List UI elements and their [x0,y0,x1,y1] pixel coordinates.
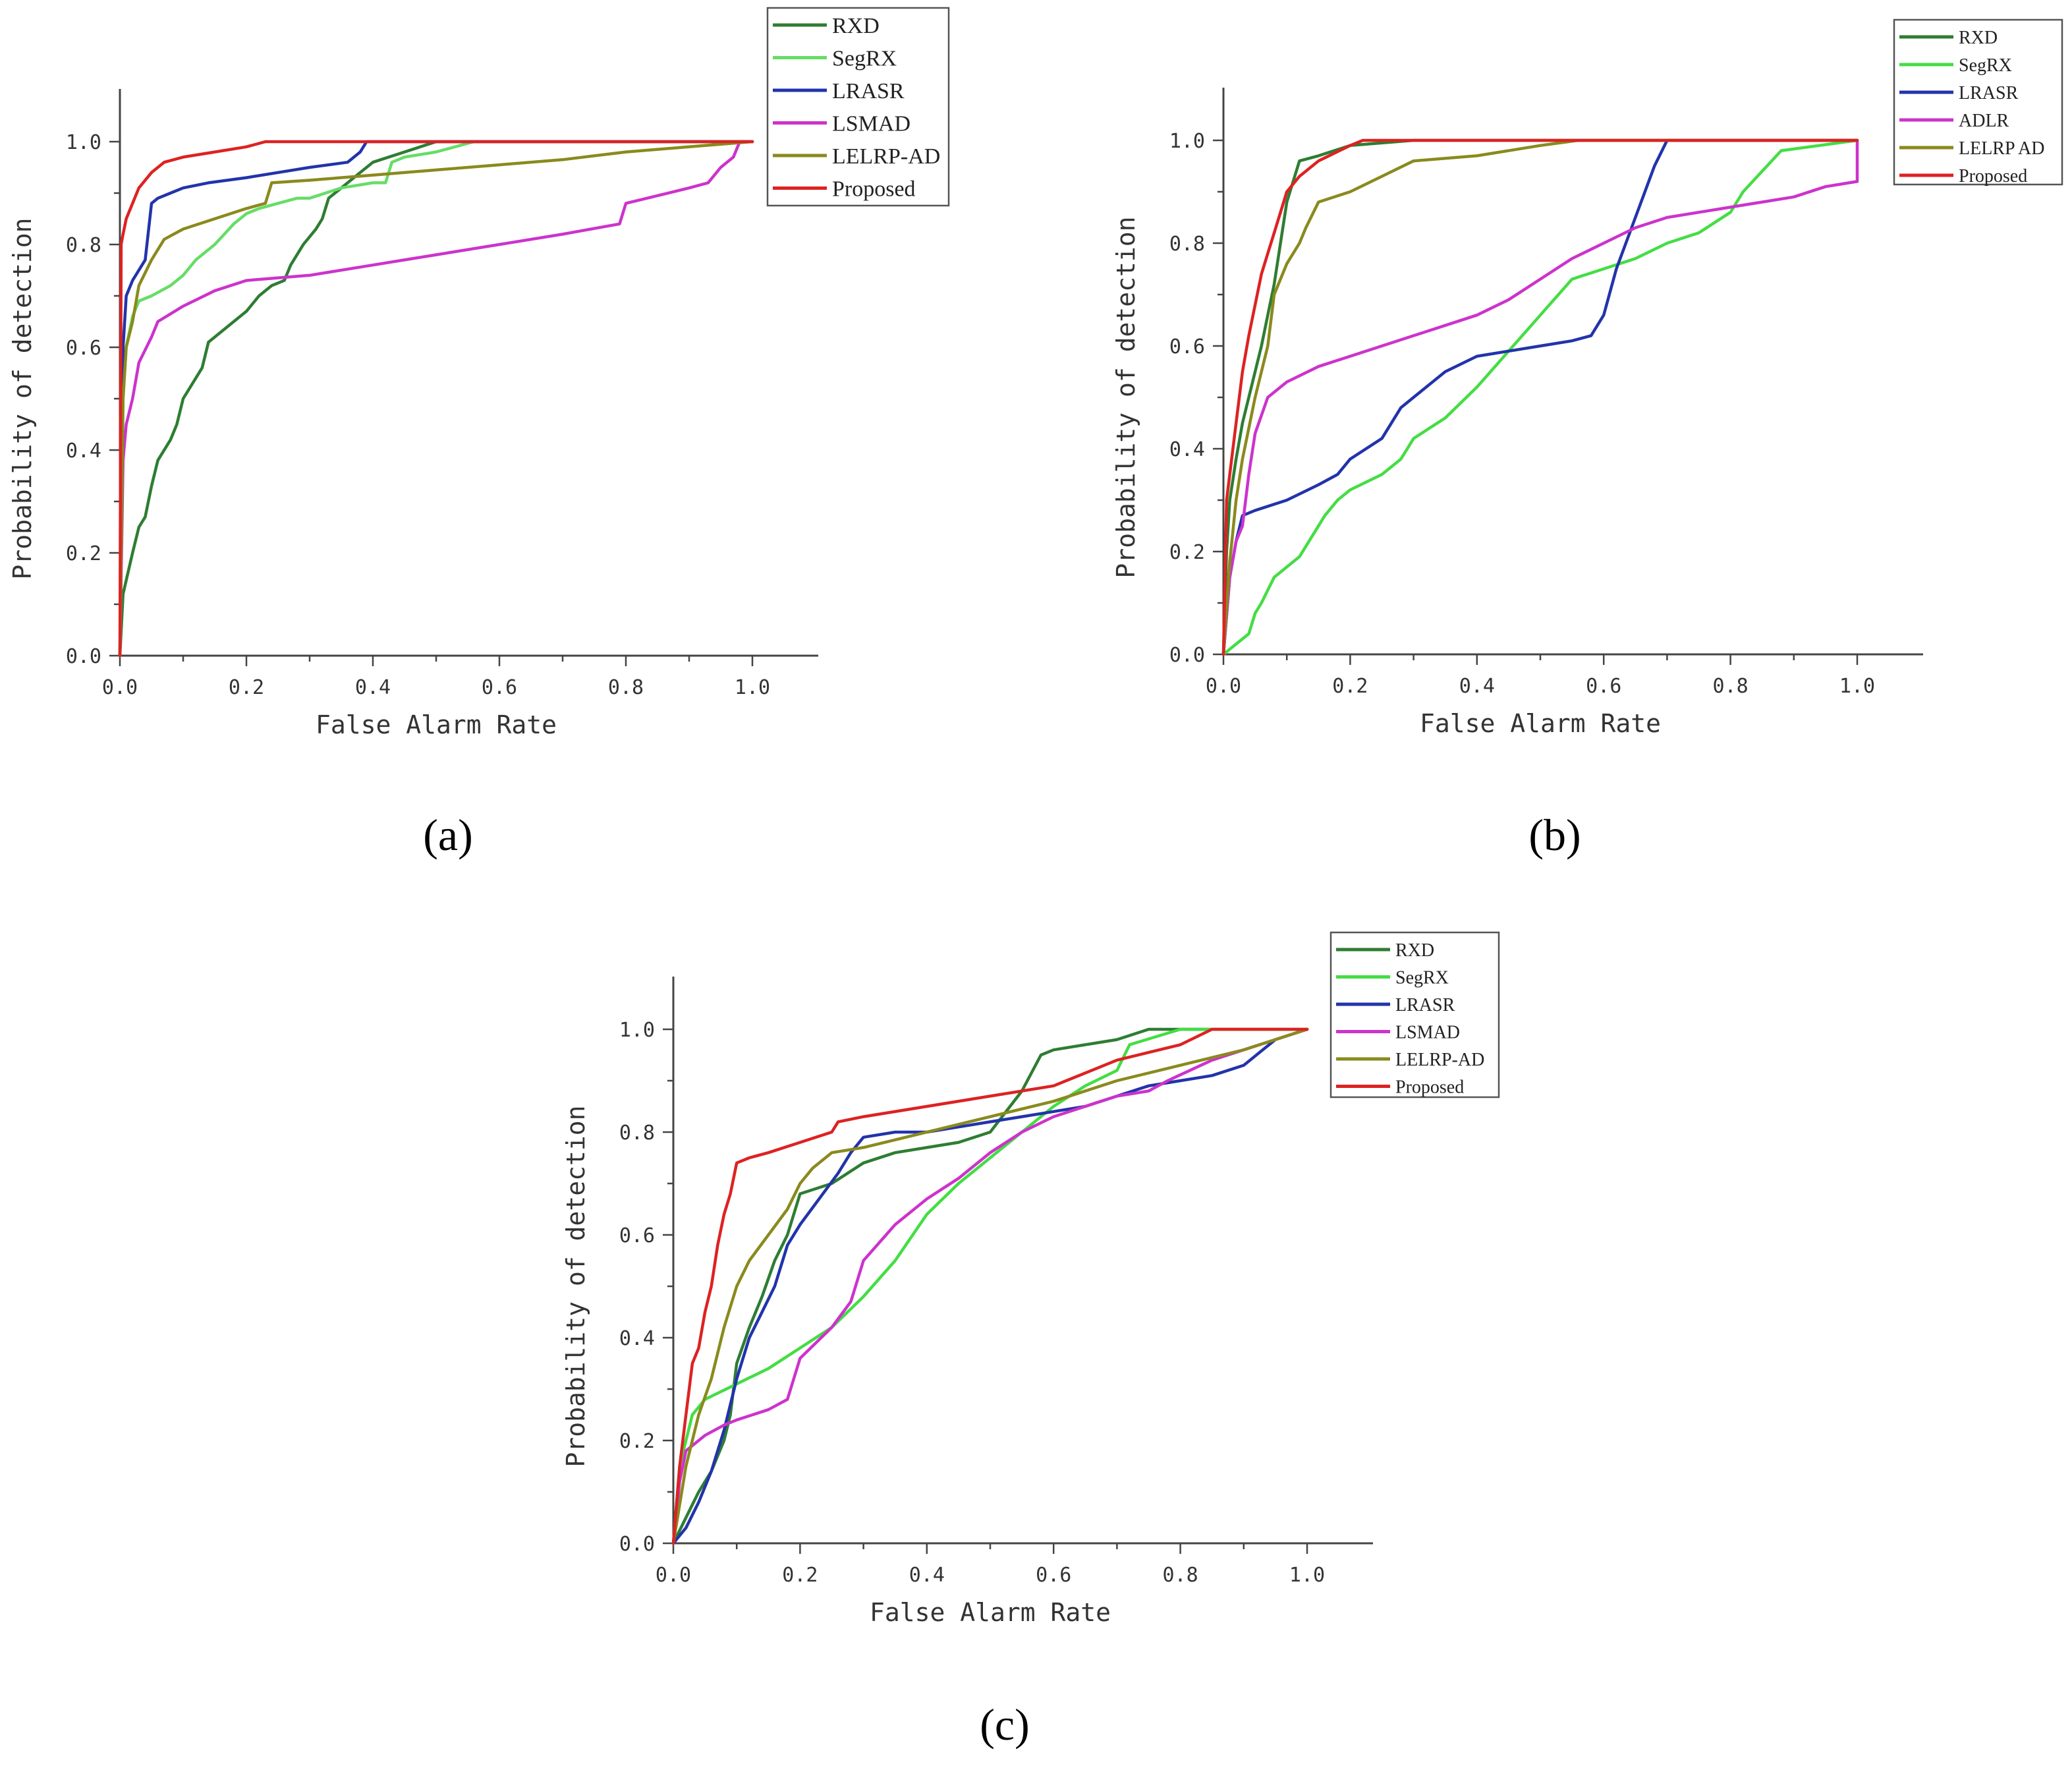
caption-a: (a) [423,810,472,860]
y-tick-label: 0.2 [66,542,101,565]
series-line-lrasr [118,140,754,658]
legend-box [1893,18,2063,186]
x-tick-label: 1.0 [1289,1564,1325,1587]
legend-label: LRASR [1395,995,1455,1015]
series-line-lelrp-ad [1221,138,1859,656]
legend: RXD SegRX LRASR ADLR LELRP AD Proposed [1893,18,2063,186]
y-axis-title: Probability of detection [561,1105,590,1467]
caption-c: (c) [980,1699,1029,1750]
legend: RXD SegRX LRASR LSMAD LELRP-AD Proposed [1330,931,1500,1098]
x-tick-label: 0.2 [782,1564,818,1587]
y-tick-label: 0.6 [1169,335,1205,358]
x-axis-title: False Alarm Rate [870,1598,1111,1627]
y-tick-label: 0.8 [619,1122,655,1145]
chart-panel-b: 0.0 0.2 0.4 0.6 0.8 1.0 0.0 0.2 0.4 0.6 0.8 1.0 Fals… [1111,18,2063,738]
x-tick-label: 0.8 [1163,1564,1198,1587]
legend-label: Proposed [1959,166,2027,186]
legend-label: LELRP-AD [832,144,940,169]
legend-label: Proposed [1395,1077,1464,1097]
y-axis-title: Probability of detection [8,217,37,579]
series-line-adlr [1221,138,1859,656]
chart-panel-a: 0.0 0.2 0.4 0.6 0.8 1.0 0.0 0.2 0.4 0.6 0.8 1.0 Fals… [8,7,950,739]
y-tick-label: 0.8 [66,234,101,257]
legend-label: LSMAD [832,111,910,136]
x-tick-label: 0.6 [1036,1564,1071,1587]
series-line-lsmad [118,140,754,658]
legend-box [766,7,950,207]
x-tick-label: 0.6 [1586,675,1621,698]
y-tick-label: 0.8 [1169,233,1205,256]
x-tick-label: 0.0 [1206,675,1241,698]
y-tick-label: 1.0 [619,1019,655,1042]
legend-label: SegRX [832,46,897,71]
legend: RXD SegRX LRASR LSMAD LELRP-AD Proposed [766,7,950,207]
y-axis-title: Probability of detection [1111,216,1140,578]
legend-label: LRASR [832,79,905,103]
series-line-rxd [671,1027,1309,1545]
x-axis-title: False Alarm Rate [316,710,557,739]
series-line-segrx [1221,138,1859,656]
y-tick-label: 0.0 [619,1533,655,1556]
x-tick-label: 0.4 [355,676,391,699]
legend-label: LRASR [1959,83,2019,103]
y-tick-label: 1.0 [1169,130,1205,153]
x-tick-label: 0.2 [229,676,264,699]
x-tick-label: 0.4 [909,1564,945,1587]
x-axis-title: False Alarm Rate [1420,709,1661,738]
legend-label: SegRX [1959,55,2012,76]
caption-b: (b) [1528,810,1581,860]
x-tick-label: 1.0 [735,676,770,699]
legend-label: LELRP-AD [1395,1050,1484,1070]
series-line-segrx [671,1027,1309,1545]
legend-label: LELRP AD [1959,138,2044,159]
y-tick-label: 0.6 [66,337,101,360]
y-tick-label: 0.6 [619,1224,655,1247]
legend-label: RXD [832,14,880,38]
x-tick-label: 1.0 [1839,675,1875,698]
x-tick-label: 0.8 [1713,675,1749,698]
series-line-proposed [118,140,754,658]
y-tick-label: 0.0 [66,645,101,668]
series-line-lsmad [671,1027,1309,1545]
x-tick-label: 0.4 [1459,675,1495,698]
x-tick-label: 0.0 [656,1564,691,1587]
series-line-proposed [671,1027,1309,1545]
y-tick-label: 0.2 [619,1430,655,1453]
x-tick-label: 0.2 [1332,675,1368,698]
y-tick-label: 0.4 [1169,438,1205,461]
legend-label: Proposed [832,177,916,201]
legend-label: RXD [1959,28,1998,48]
x-tick-label: 0.8 [608,676,644,699]
legend-label: LSMAD [1395,1022,1460,1042]
series-line-lrasr [1221,138,1859,656]
x-tick-label: 0.0 [102,676,138,699]
series-line-proposed [1221,138,1859,656]
legend-box [1330,931,1500,1098]
series-line-lrasr [671,1027,1309,1545]
y-tick-label: 0.4 [66,440,101,463]
legend-label: ADLR [1959,111,2009,131]
x-tick-label: 0.6 [482,676,517,699]
series-line-rxd [118,140,754,658]
chart-panel-c: 0.0 0.2 0.4 0.6 0.8 1.0 0.0 0.2 0.4 0.6 0.8 1.0 Fals… [561,931,1500,1627]
legend-label: SegRX [1395,967,1449,988]
series-line-lelrp-ad [671,1027,1309,1545]
series-line-lelrp-ad [118,140,754,658]
y-tick-label: 0.4 [619,1327,655,1350]
y-tick-label: 1.0 [66,131,101,154]
y-tick-label: 0.0 [1169,644,1205,667]
legend-label: RXD [1395,940,1434,961]
series-line-segrx [118,140,754,658]
series-line-rxd [1221,138,1859,656]
y-tick-label: 0.2 [1169,541,1205,564]
